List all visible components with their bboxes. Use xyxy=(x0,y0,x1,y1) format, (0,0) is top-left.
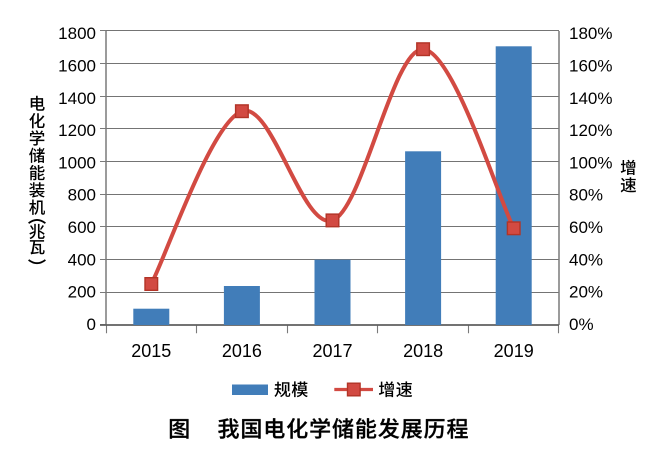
svg-text:120%: 120% xyxy=(569,121,612,140)
svg-text:0%: 0% xyxy=(569,315,594,334)
svg-text:20%: 20% xyxy=(569,283,603,302)
svg-text:800: 800 xyxy=(68,186,96,205)
svg-text:1000: 1000 xyxy=(58,153,96,172)
svg-text:100%: 100% xyxy=(569,153,612,172)
svg-text:2019: 2019 xyxy=(494,341,534,361)
svg-text:2017: 2017 xyxy=(312,341,352,361)
svg-text:2015: 2015 xyxy=(131,341,171,361)
svg-text:80%: 80% xyxy=(569,186,603,205)
svg-text:160%: 160% xyxy=(569,56,612,75)
svg-text:400: 400 xyxy=(68,250,96,269)
svg-text:1200: 1200 xyxy=(58,121,96,140)
svg-text:140%: 140% xyxy=(569,89,612,108)
svg-text:0: 0 xyxy=(87,315,96,334)
svg-text:600: 600 xyxy=(68,218,96,237)
svg-text:40%: 40% xyxy=(569,250,603,269)
svg-text:2018: 2018 xyxy=(403,341,443,361)
svg-text:60%: 60% xyxy=(569,218,603,237)
svg-text:2016: 2016 xyxy=(222,341,262,361)
svg-text:1400: 1400 xyxy=(58,89,96,108)
svg-text:1600: 1600 xyxy=(58,56,96,75)
svg-text:180%: 180% xyxy=(569,24,612,43)
svg-text:1800: 1800 xyxy=(58,24,96,43)
svg-text:200: 200 xyxy=(68,283,96,302)
